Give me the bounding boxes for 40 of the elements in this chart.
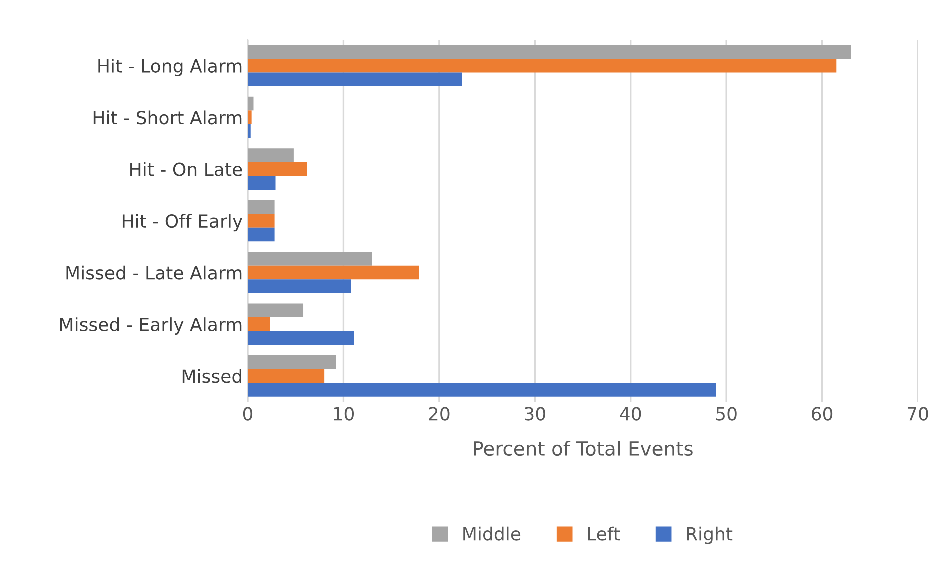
x-tick-label: 60 (812, 407, 833, 421)
bar (248, 176, 276, 190)
bar (248, 331, 354, 346)
bar (248, 162, 308, 176)
bar (248, 383, 716, 397)
bar (248, 252, 372, 266)
bar (248, 228, 275, 242)
y-tick-label: Hit - Short Alarm (94, 110, 242, 125)
legend-label: Right (687, 526, 733, 544)
y-tick-label: Missed - Late Alarm (66, 266, 242, 280)
bar (248, 72, 462, 87)
bar (248, 266, 420, 280)
y-tick-label: Missed (182, 369, 242, 384)
bar (248, 45, 851, 59)
y-tick-label: Hit - Off Early (122, 214, 243, 232)
x-tick-label: 20 (429, 407, 450, 421)
bar (248, 148, 294, 162)
x-tick-label: 40 (620, 407, 642, 421)
x-tick-label: 50 (716, 407, 737, 421)
bar (248, 110, 252, 124)
bar (248, 200, 275, 214)
bar (248, 214, 275, 228)
bar (248, 318, 270, 332)
bar (248, 304, 304, 318)
bar (248, 369, 325, 384)
x-tick-label: 10 (334, 407, 354, 421)
x-tick-label: 0 (243, 407, 253, 421)
x-tick-label: 30 (525, 407, 546, 421)
bar (248, 96, 254, 111)
bar (248, 124, 251, 138)
x-tick-label: 70 (908, 407, 928, 421)
bar (248, 280, 352, 294)
bar (248, 58, 837, 73)
y-tick-label: Hit - Long Alarm (98, 58, 242, 76)
y-tick-label: Missed - Early Alarm (60, 318, 242, 336)
x-axis-title: Percent of Total Events (474, 441, 693, 456)
bar (248, 355, 336, 370)
y-tick-label: Hit - On Late (130, 162, 242, 176)
legend-label: Middle (464, 526, 521, 541)
legend-label: Left (588, 526, 620, 541)
